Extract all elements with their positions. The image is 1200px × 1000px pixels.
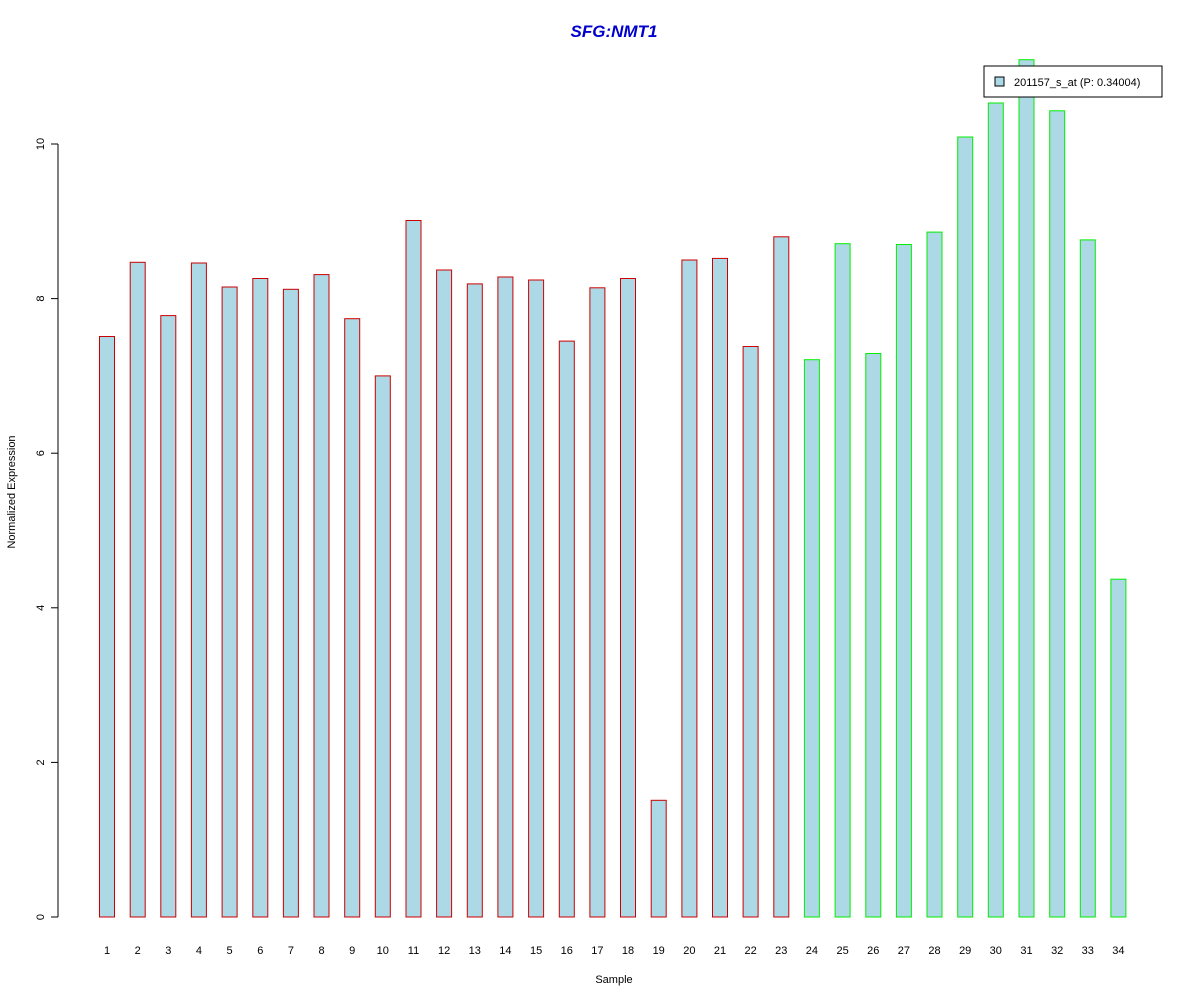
x-tick-label: 24 — [806, 945, 818, 957]
x-tick-label: 5 — [227, 945, 233, 957]
x-tick-label: 1 — [104, 945, 110, 957]
bar-sample-25 — [834, 243, 851, 918]
bar-sample-11 — [405, 220, 422, 918]
bar-sample-12 — [436, 269, 453, 918]
y-tick-label: 8 — [35, 296, 47, 302]
x-tick-label: 28 — [928, 945, 940, 957]
y-tick-label: 0 — [35, 914, 47, 920]
x-tick-label: 13 — [469, 945, 481, 957]
x-tick-label: 2 — [135, 945, 141, 957]
bar-sample-17 — [589, 287, 606, 918]
bar-sample-31 — [1018, 59, 1035, 918]
bar-sample-26 — [865, 353, 882, 918]
bar-sample-24 — [803, 359, 820, 918]
x-tick-labels: 1 2 3 4 5 6 7 8 9 10 11 12 13 14 15 16 17 18 19 20 21 22 23 24 2… — [104, 945, 1125, 957]
x-tick-label: 17 — [591, 945, 603, 957]
bar-sample-30 — [987, 102, 1004, 918]
x-tick-label: 7 — [288, 945, 294, 957]
legend-label: 201157_s_at (P: 0.34004) — [1014, 77, 1140, 89]
x-tick-label: 11 — [408, 945, 419, 957]
x-tick-label: 21 — [714, 945, 726, 957]
legend-swatch — [994, 76, 1005, 87]
bar-sample-18 — [620, 278, 636, 918]
y-axis-label: Normalized Expression — [6, 435, 18, 548]
bar-sample-28 — [926, 231, 943, 918]
x-tick-label: 20 — [683, 945, 695, 957]
chart-title: SFG:NMT1 — [571, 22, 658, 41]
x-tick-label: 18 — [622, 945, 634, 957]
x-tick-label: 8 — [318, 945, 324, 957]
bar-sample-15 — [528, 279, 545, 918]
bar-sample-4 — [190, 262, 207, 918]
x-tick-label: 10 — [377, 945, 389, 957]
legend-box — [983, 65, 1163, 98]
y-axis: 0 2 4 6 8 10 — [35, 138, 59, 920]
bar-sample-8 — [313, 274, 330, 918]
bar-sample-5 — [221, 286, 238, 918]
x-axis-label: Sample — [595, 974, 632, 986]
bars — [99, 59, 1127, 918]
x-tick-label: 25 — [836, 945, 848, 957]
x-tick-label: 30 — [990, 945, 1002, 957]
x-tick-label: 4 — [196, 945, 202, 957]
y-tick-label: 10 — [35, 138, 47, 150]
x-tick-label: 33 — [1082, 945, 1094, 957]
bar-sample-13 — [466, 283, 483, 918]
x-tick-label: 19 — [653, 945, 665, 957]
x-tick-label: 29 — [959, 945, 971, 957]
y-tick-label: 4 — [35, 605, 47, 611]
bar-sample-23 — [773, 236, 790, 918]
bar-sample-34 — [1110, 578, 1127, 918]
x-tick-label: 22 — [744, 945, 756, 957]
bar-sample-3 — [160, 315, 177, 918]
bar-sample-1 — [99, 336, 115, 918]
bar-sample-6 — [252, 278, 269, 918]
x-tick-label: 6 — [257, 945, 263, 957]
x-tick-label: 3 — [165, 945, 171, 957]
bar-sample-20 — [681, 259, 698, 918]
x-tick-label: 14 — [499, 945, 511, 957]
x-tick-label: 23 — [775, 945, 787, 957]
bar-sample-27 — [895, 244, 912, 918]
x-tick-label: 9 — [349, 945, 355, 957]
bar-sample-9 — [344, 318, 361, 918]
y-tick-label: 2 — [35, 759, 47, 765]
x-tick-label: 15 — [530, 945, 542, 957]
x-tick-label: 27 — [898, 945, 910, 957]
y-tick-label: 6 — [35, 450, 47, 456]
x-tick-label: 26 — [867, 945, 879, 957]
bar-sample-14 — [497, 276, 514, 918]
x-tick-label: 16 — [561, 945, 573, 957]
bar-sample-7 — [282, 288, 299, 918]
bar-sample-2 — [129, 261, 146, 918]
bar-sample-10 — [374, 375, 391, 918]
bar-sample-21 — [712, 257, 728, 918]
x-tick-label: 31 — [1020, 945, 1032, 957]
bar-sample-22 — [742, 346, 759, 918]
bar-sample-32 — [1049, 110, 1066, 918]
x-tick-label: 32 — [1051, 945, 1063, 957]
bar-sample-19 — [650, 799, 667, 918]
x-tick-label: 12 — [438, 945, 450, 957]
bar-sample-33 — [1079, 239, 1096, 918]
legend: 201157_s_at (P: 0.34004) — [983, 65, 1163, 98]
x-tick-label: 34 — [1112, 945, 1124, 957]
bar-sample-16 — [558, 340, 575, 918]
bar-sample-29 — [957, 136, 974, 918]
